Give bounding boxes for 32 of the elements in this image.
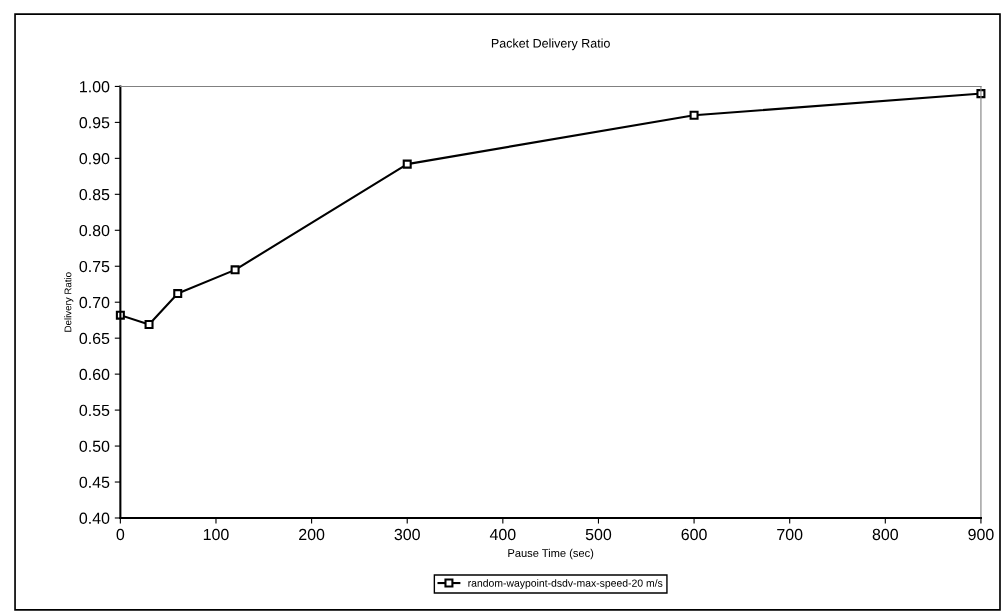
y-axis-title: Delivery Ratio: [64, 272, 74, 332]
y-tick-label: 0.65: [79, 332, 110, 345]
y-tick-label: 0.45: [79, 476, 110, 488]
y-tick-label: 0.50: [79, 440, 110, 452]
point: [689, 110, 699, 120]
y-tick-label: 0.90: [79, 152, 110, 165]
x-tick-label: 300: [394, 528, 420, 541]
y-tick-label: 0.80: [79, 224, 110, 237]
x-tick-label: 100: [203, 528, 229, 541]
y-tick-label: 0.70: [79, 296, 110, 309]
x-tick-label: 700: [777, 528, 803, 541]
y-tick-label: 0.85: [79, 188, 110, 201]
y-tick-label: 0.95: [79, 117, 110, 129]
y-tick-label: 0.40: [79, 512, 110, 524]
x-axis-title: Pause Time (sec): [508, 548, 594, 560]
point: [402, 159, 412, 169]
legend-label: random-waypoint-dsdv-max-speed-20 m/s: [468, 579, 663, 589]
y-tick-label: 1.00: [80, 81, 110, 93]
x-tick-label: 500: [585, 528, 612, 541]
y-tick-label: 0.55: [79, 404, 110, 417]
x-tick-label: 800: [872, 528, 899, 541]
x-tick-label: 600: [681, 528, 707, 541]
point: [144, 319, 154, 330]
x-tick-label: 900: [968, 528, 994, 541]
chart-title: Packet Delivery Ratio: [491, 38, 610, 51]
x-tick-label: 0: [116, 528, 125, 541]
x-tick-label: 200: [299, 528, 325, 541]
x-tick-label: 400: [489, 528, 516, 541]
point: [230, 265, 240, 275]
y-tick-label: 0.60: [79, 368, 110, 381]
point: [173, 289, 183, 299]
y-tick-label: 0.75: [79, 260, 110, 273]
